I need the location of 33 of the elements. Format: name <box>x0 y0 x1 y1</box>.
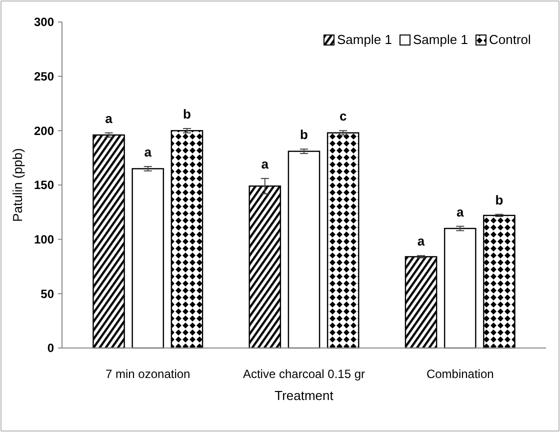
legend-label: Sample 1 <box>337 32 392 47</box>
data-label: b <box>300 127 308 142</box>
y-tick-label: 150 <box>34 178 54 192</box>
legend-label: Control <box>489 32 532 47</box>
x-tick-label: Active charcoal 0.15 gr <box>242 367 366 381</box>
data-label: a <box>417 234 426 249</box>
bar <box>248 185 282 349</box>
bar <box>288 150 320 349</box>
data-label: c <box>339 108 347 124</box>
bar <box>170 130 204 349</box>
bar <box>404 256 438 349</box>
data-label: a <box>105 110 114 126</box>
y-tick-label: 250 <box>34 70 54 84</box>
y-tick-label: 50 <box>40 286 54 301</box>
bar <box>483 214 516 349</box>
data-label: a <box>261 156 270 172</box>
bar <box>92 134 125 349</box>
y-axis-title: Patulin (ppb) <box>10 148 25 222</box>
bar <box>326 132 360 349</box>
data-label: a <box>456 204 465 220</box>
y-tick-label: 300 <box>34 15 54 30</box>
x-tick-label: 7 min ozonation <box>106 367 190 381</box>
y-tick-label: 200 <box>34 124 54 138</box>
bar <box>444 228 476 349</box>
legend-label: Sample 1 <box>413 32 468 47</box>
data-label: b <box>495 192 504 208</box>
data-label: b <box>182 106 191 122</box>
bar <box>132 168 164 349</box>
y-tick-label: 0 <box>47 341 54 356</box>
x-tick-label: Combination <box>426 367 494 381</box>
y-tick-label: 100 <box>34 232 54 247</box>
data-label: a <box>144 144 152 160</box>
x-axis-title: Treatment <box>274 388 334 403</box>
